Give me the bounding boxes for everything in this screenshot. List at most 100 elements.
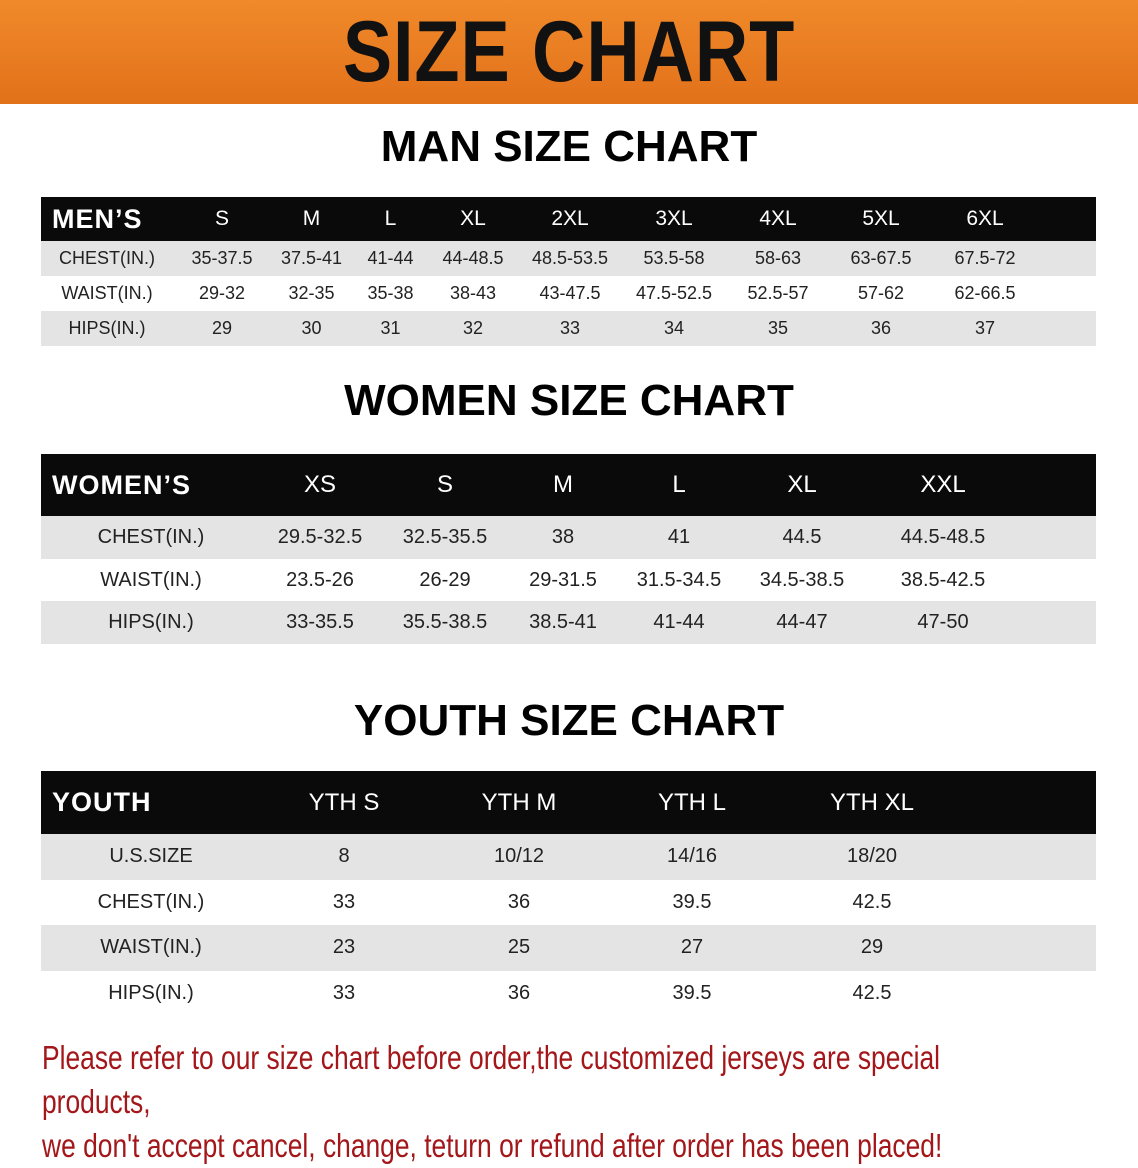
size-column-header: 5XL [862,207,900,230]
size-column-header: YTH S [308,788,380,816]
table-cell: 53.5-58 [643,248,705,268]
table-cell: 38.5-42.5 [900,568,986,591]
table-cell: 41-44 [367,248,414,268]
size-column-header: XXL [920,471,966,498]
row-label-text: CHEST(IN.) [97,525,205,548]
size-column-header: 2XL [551,207,589,230]
size-column-header: XS [303,471,336,498]
main-title: SIZE CHART [342,3,796,100]
table-cell: 36 [507,890,531,913]
table-cell: 27 [680,936,704,959]
table-cell: 44.5 [782,525,822,548]
table-cell: 63-67.5 [850,248,912,268]
table-cell: 32 [462,318,484,338]
table-cell: 35.5-38.5 [402,611,488,634]
table-cell: 38.5-41 [529,611,597,634]
table-row: CHEST(IN.) 35-37.5 37.5-41 41-44 44-48.5 48.5… [41,241,1096,276]
table-cell: 32-35 [288,283,335,303]
size-column-header: YTH M [481,788,557,816]
youth-size-table: YOUTH YTH S YTH M YTH L YTH XL U.S.SIZE 8 10/12… [41,771,1096,1016]
table-cell: 44-48.5 [442,248,504,268]
table-cell: 32.5-35.5 [402,525,488,548]
table-cell: 48.5-53.5 [531,248,609,268]
size-column-header: YTH XL [829,788,915,816]
table-cell: 35 [767,318,789,338]
size-column-header: 3XL [655,207,693,230]
table-row: HIPS(IN.) 33-35.5 35.5-38.5 38.5-41 41-44 44-… [41,601,1096,645]
table-cell: 67.5-72 [954,248,1016,268]
table-cell: 44-47 [776,611,828,634]
order-notice: Please refer to our size chart before or… [42,1036,1002,1168]
table-cell: 34.5-38.5 [759,568,845,591]
table-cell: 35-38 [367,283,414,303]
table-cell: 62-66.5 [954,283,1016,303]
row-label: HIPS(IN.) [41,982,261,1005]
table-cell: 57-62 [857,283,905,303]
table-row: HIPS(IN.) 29 30 31 32 33 34 35 36 37 [41,311,1096,346]
table-cell: 29 [211,318,233,338]
table-row: CHEST(IN.) 33 36 39.5 42.5 [41,879,1096,925]
table-cell: 38-43 [449,283,497,303]
table-header-row: WOMEN’S XS S M L XL XXL [41,454,1096,516]
row-label: CHEST(IN.) [41,891,261,914]
table-cell: 41 [667,525,691,548]
women-size-table: WOMEN’S XS S M L XL XXL CHEST(IN.) 29.5-32.5 32.5… [41,454,1096,645]
row-label-text: HIPS(IN.) [68,318,146,338]
row-label-text: U.S.SIZE [109,845,193,868]
table-cell: 34 [663,318,685,338]
table-cell: 37 [974,318,996,338]
table-cell: 33 [332,890,356,913]
table-cell: 33 [332,981,356,1004]
row-label: CHEST(IN.) [41,526,261,549]
table-cell: 41-44 [653,611,705,634]
table-header-row: MEN’S S M L XL 2XL 3XL 4XL 5XL 6XL [41,197,1096,241]
row-label-text: CHEST(IN.) [97,890,205,913]
row-label: WAIST(IN.) [41,569,261,592]
table-cell: 38 [551,525,575,548]
size-column-header: L [672,471,686,498]
table-cell: 58-63 [754,248,802,268]
youth-section-title: YOUTH SIZE CHART [353,696,785,745]
table-cell: 52.5-57 [747,283,809,303]
row-label-text: HIPS(IN.) [108,611,194,634]
table-cell: 44.5-48.5 [900,525,986,548]
row-label-text: WAIST(IN.) [61,283,153,303]
size-column-header: S [436,471,453,498]
men-section-title: MAN SIZE CHART [380,122,758,171]
size-column-header: 6XL [966,207,1004,230]
size-column-header: M [553,471,573,498]
row-label-text: CHEST(IN.) [59,248,155,268]
row-label: HIPS(IN.) [41,318,173,339]
table-cell: 29 [860,936,884,959]
table-row: CHEST(IN.) 29.5-32.5 32.5-35.5 38 41 44.5 44.5… [41,516,1096,559]
table-corner-label: WOMEN’S [52,469,191,500]
table-cell: 25 [507,936,531,959]
table-cell: 23 [332,936,356,959]
table-cell: 47.5-52.5 [635,283,713,303]
table-cell: 33 [559,318,581,338]
table-cell: 29.5-32.5 [277,525,363,548]
table-cell: 31.5-34.5 [636,568,722,591]
table-cell: 29-32 [198,283,246,303]
order-notice-line-1: Please refer to our size chart before or… [42,1039,941,1120]
row-label-text: WAIST(IN.) [100,568,202,591]
women-section-title: WOMEN SIZE CHART [344,376,794,425]
men-size-table: MEN’S S M L XL 2XL 3XL 4XL 5XL 6XL CHEST(IN.) 35-37… [41,197,1096,346]
table-cell: 23.5-26 [286,568,354,591]
table-cell: 31 [380,318,401,338]
table-cell: 36 [870,318,892,338]
size-column-header: XL [787,471,817,498]
table-row: WAIST(IN.) 29-32 32-35 35-38 38-43 43-47.5 47.… [41,276,1096,311]
table-cell: 8 [338,845,350,868]
size-column-header: YTH L [657,788,726,816]
table-cell: 29-31.5 [529,568,597,591]
order-notice-line-2: we don't accept cancel, change, teturn o… [42,1127,943,1164]
table-corner-label: MEN’S [52,203,143,234]
table-cell: 39.5 [672,981,712,1004]
size-column-header: XL [460,207,486,230]
table-row: WAIST(IN.) 23.5-26 26-29 29-31.5 31.5-34.5 34… [41,558,1096,602]
table-cell: 36 [507,981,531,1004]
row-label: U.S.SIZE [41,845,261,868]
table-row: WAIST(IN.) 23 25 27 29 [41,925,1096,971]
table-cell: 10/12 [493,845,545,868]
